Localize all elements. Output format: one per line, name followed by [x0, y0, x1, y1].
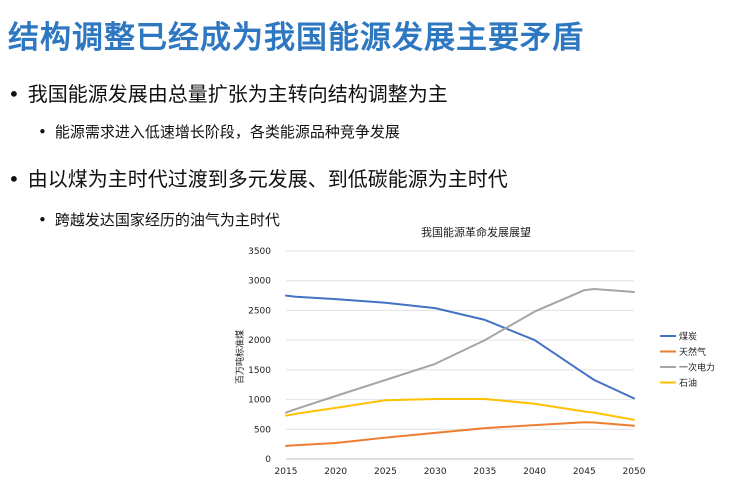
bullet-text: 我国能源发展由总量扩张为主转向结构调整为主 [27, 82, 448, 106]
slide-title: 结构调整已经成为我国能源发展主要矛盾 [8, 20, 584, 56]
legend-label: 天然气 [679, 346, 706, 358]
bullet-item-4: • 跨越发达国家经历的油气为主时代 [38, 209, 280, 230]
legend-label: 煤炭 [679, 331, 697, 343]
x-tick-label: 2045 [573, 467, 596, 477]
legend-label: 一次电力 [679, 362, 715, 374]
x-tick-label: 2040 [523, 467, 546, 477]
y-tick-labels: 0 500 1000 1500 2000 2500 3000 3500 [248, 247, 271, 465]
bullet-dot: • [38, 211, 47, 229]
y-tick-label: 3000 [248, 277, 271, 287]
bullet-item-3: • 由以煤为主时代过渡到多元发展、到低碳能源为主时代 [8, 163, 508, 192]
bullet-dot: • [8, 167, 20, 191]
bullet-item-1: • 我国能源发展由总量扩张为主转向结构调整为主 [8, 78, 448, 107]
y-tick-label: 1500 [248, 366, 271, 376]
x-tick-label: 2020 [324, 467, 347, 477]
bullet-dot: • [38, 123, 47, 141]
x-tick-labels: 2015 2020 2025 2030 2035 2040 2045 2050 [275, 467, 646, 477]
x-tick-label: 2015 [275, 467, 298, 477]
x-tick-label: 2050 [623, 467, 646, 477]
y-tick-label: 0 [265, 455, 271, 465]
bullet-text: 跨越发达国家经历的油气为主时代 [54, 211, 280, 229]
y-axis-label: 百万吨标准煤 [234, 330, 246, 384]
bullet-text: 能源需求进入低速增长阶段，各类能源品种竞争发展 [54, 123, 400, 141]
bullet-item-2: • 能源需求进入低速增长阶段，各类能源品种竞争发展 [38, 121, 400, 142]
series-lines [285, 288, 635, 447]
series-line-1 [285, 294, 635, 400]
y-tick-label: 3500 [248, 247, 271, 257]
bullet-text: 由以煤为主时代过渡到多元发展、到低碳能源为主时代 [27, 167, 508, 191]
series-line-2 [285, 421, 635, 447]
legend-label: 石油 [679, 377, 697, 389]
x-tick-label: 2030 [424, 467, 447, 477]
y-tick-label: 2500 [248, 306, 271, 316]
y-tick-label: 1000 [248, 396, 271, 406]
bullet-dot: • [8, 82, 20, 106]
x-tick-label: 2035 [473, 467, 496, 477]
y-tick-label: 500 [254, 425, 271, 435]
series-line-4 [285, 398, 635, 421]
y-tick-label: 2000 [248, 336, 271, 346]
series-line-3 [285, 288, 635, 414]
x-tick-label: 2025 [374, 467, 397, 477]
chart-title: 我国能源革命发展展望 [421, 225, 531, 239]
grid-lines [286, 250, 634, 460]
